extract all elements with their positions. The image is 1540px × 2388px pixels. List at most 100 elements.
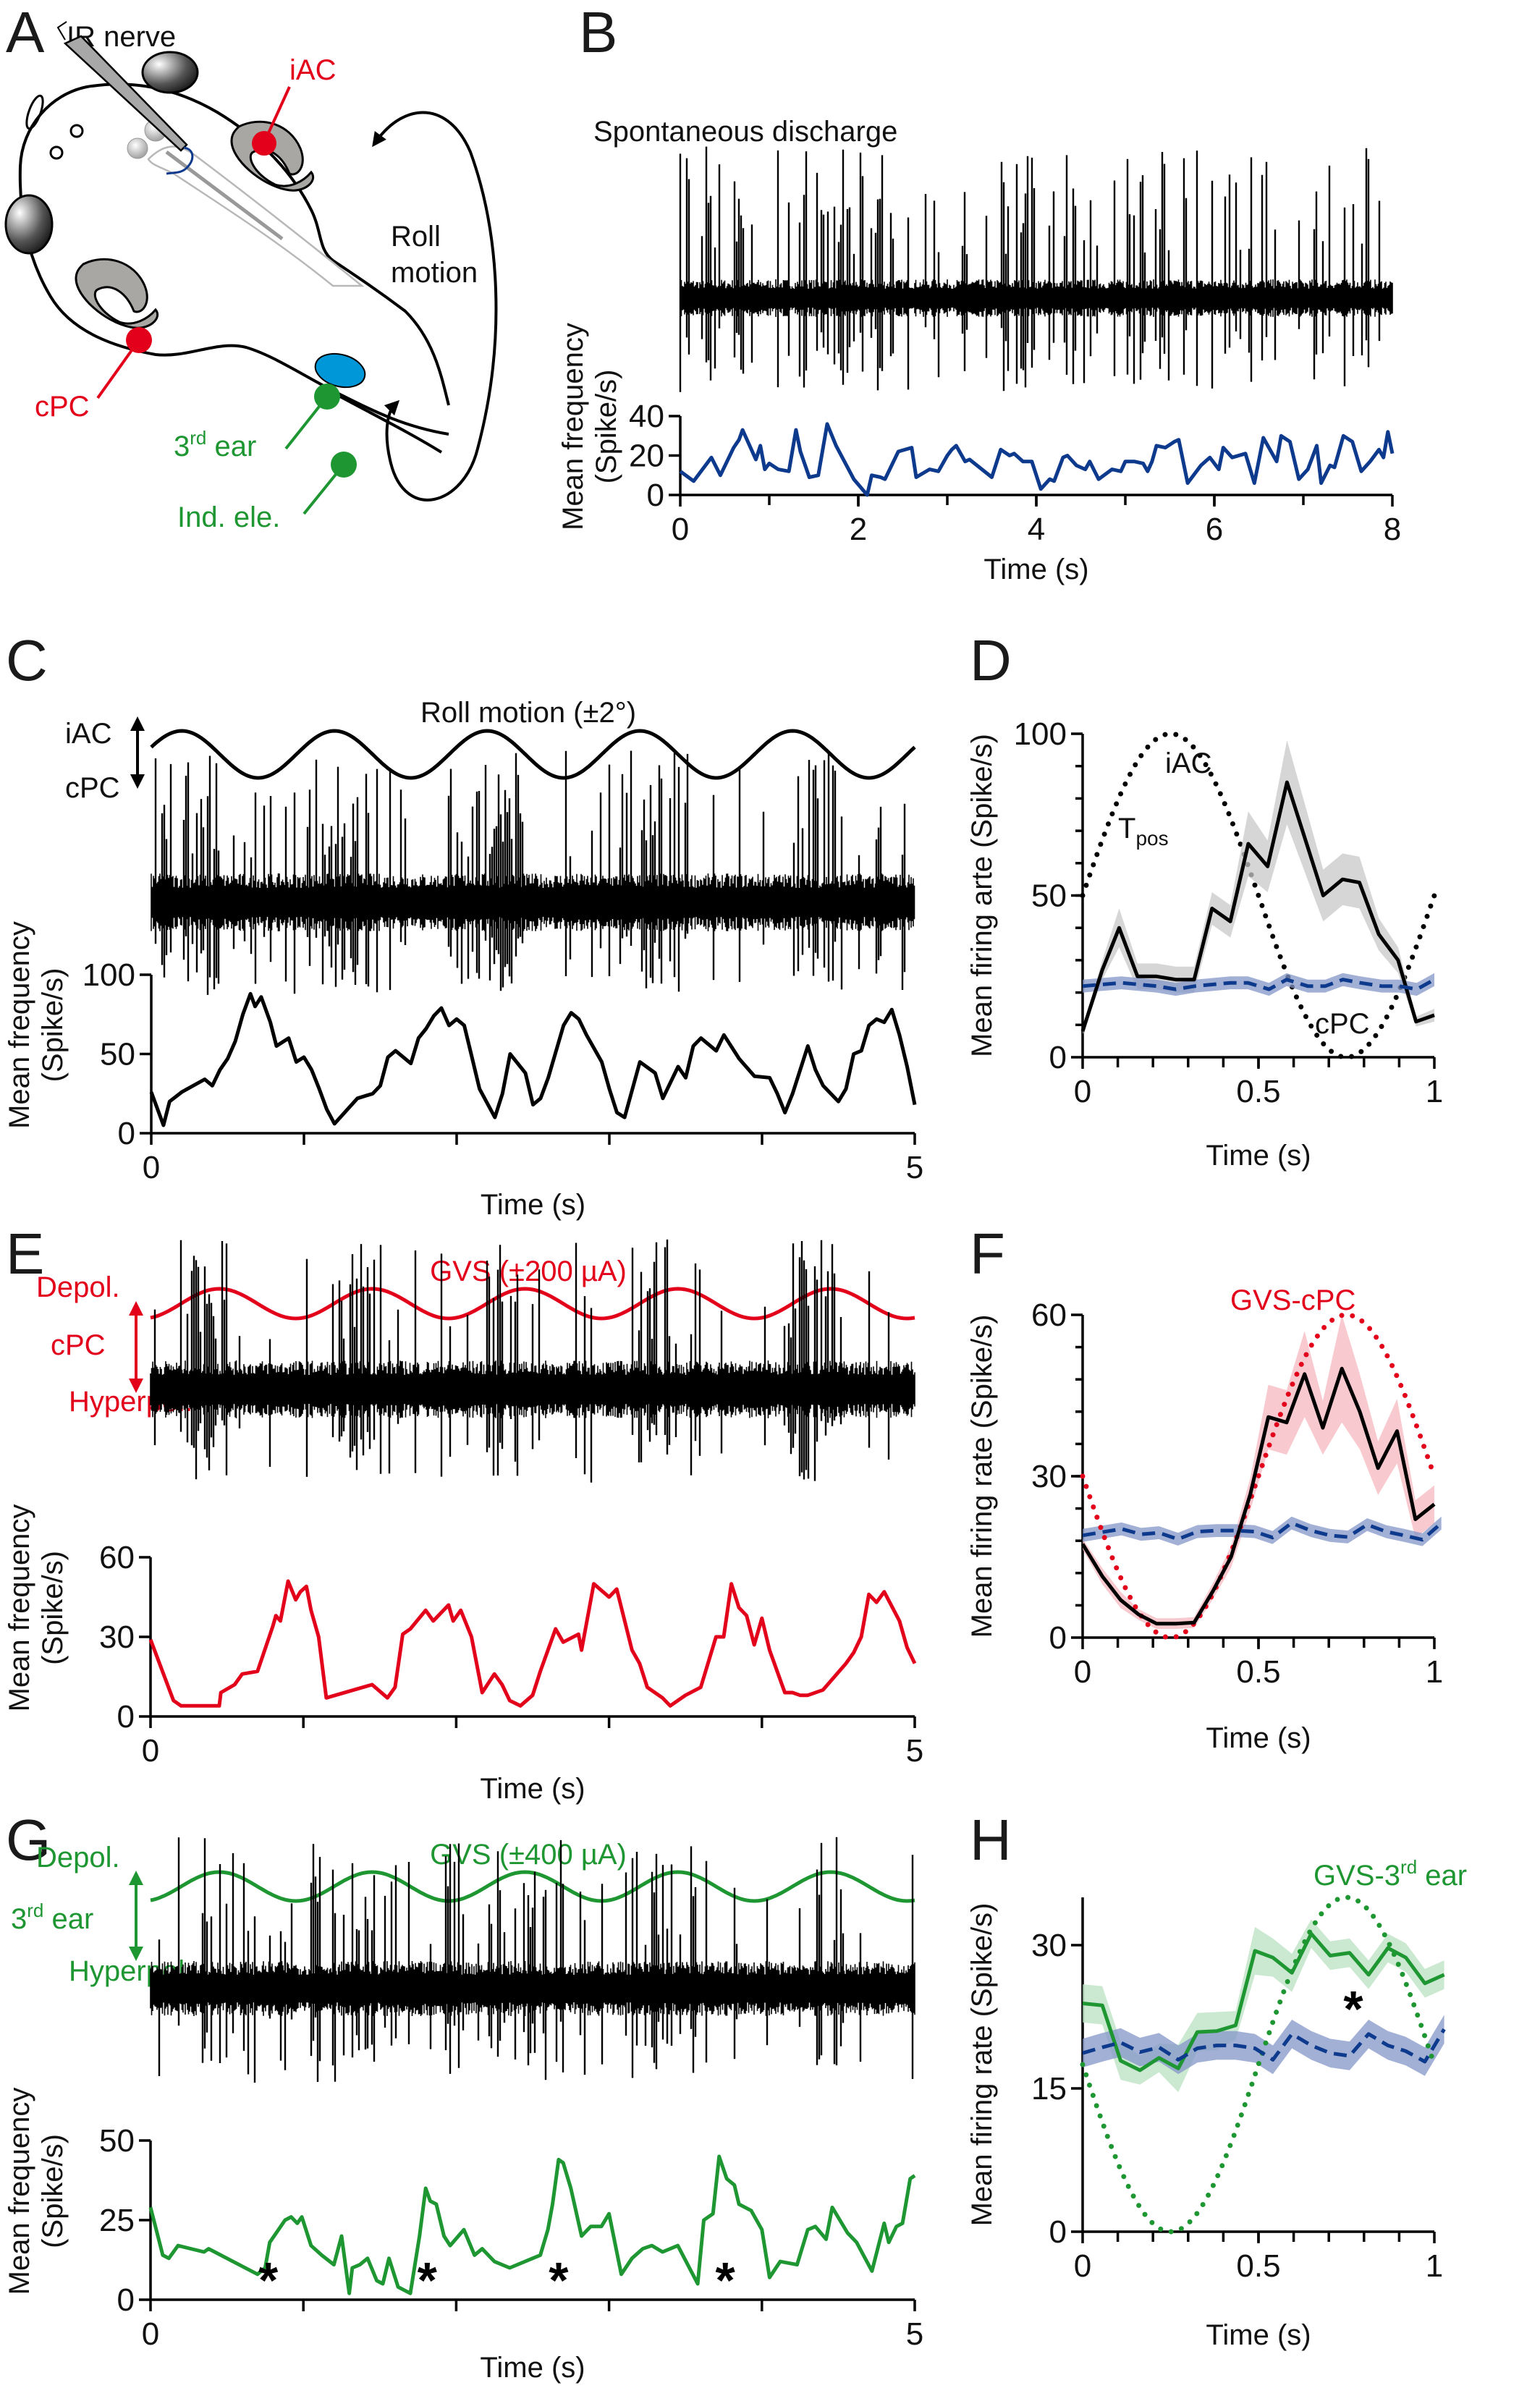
y-tick-label: 25	[99, 2203, 135, 2238]
annotation-gvs-3rd-ear: GVS-3rd ear	[1313, 1856, 1467, 1892]
gvs-response-trace-spikes	[153, 1239, 890, 1483]
recording-electrode-icon	[63, 35, 188, 152]
stimulus-title: Roll motion (±2°)	[420, 697, 636, 729]
annotation-cpc: cPC	[1315, 1008, 1370, 1040]
panel-letter-g: G	[6, 1808, 51, 1872]
label-ind-ele: Ind. ele.	[177, 501, 280, 533]
response-sem-band	[1083, 740, 1434, 1035]
chart-title: Spontaneous discharge	[593, 116, 897, 148]
chart-d: 0 0.5 1 0 50 100 Time (s) Mean firing arte (Spi…	[966, 716, 1443, 1172]
y-tick-label: 0	[647, 478, 664, 513]
stimulus-up-label: iAC	[65, 718, 111, 750]
panel-letter-c: C	[6, 628, 48, 693]
response-sem-band	[1083, 1315, 1434, 1630]
x-tick-label: 0.5	[1236, 2248, 1280, 2284]
y-tick-label: 0	[1049, 2214, 1067, 2250]
chart-f: 0 0.5 1 0 30 60 Time (s) Mean firing rate (Spik…	[966, 1284, 1443, 1754]
annotation-tpos-subscript: pos	[1135, 827, 1168, 850]
x-tick-label: 5	[906, 1150, 923, 1185]
tail-line	[339, 395, 443, 454]
significance-asterisk: *	[418, 2252, 438, 2308]
x-axis-label: Time (s)	[1206, 1722, 1311, 1754]
eye-icon	[141, 51, 199, 94]
nostril-icon	[49, 145, 64, 160]
y-tick-label: 60	[99, 1540, 135, 1575]
response-line	[1080, 1366, 1436, 1626]
inner-ear-icon	[230, 120, 314, 192]
y-axis-label: Mean frequency	[4, 1504, 35, 1712]
roll-response-trace-spikes	[154, 750, 906, 995]
x-tick-label: 5	[906, 1733, 923, 1769]
ind-electrode-icon	[331, 452, 357, 478]
gvs-3rd-ear-response-trace-spikes	[158, 1837, 914, 2083]
y-axis-label: Mean frequency	[557, 323, 589, 530]
y-axis-label: Mean firing arte (Spike/s)	[966, 734, 998, 1057]
control-line	[1082, 2028, 1446, 2064]
x-tick-label: 0.5	[1236, 1074, 1280, 1109]
x-axis-label: Time (s)	[481, 1189, 585, 1221]
stimulus-mid-label: cPC	[51, 1329, 106, 1361]
y-tick-label: 0	[1049, 1040, 1067, 1075]
stimulus-up-label: Depol.	[36, 1842, 120, 1873]
spinal-cord-inner	[165, 151, 284, 240]
chart-b: Spontaneous discharge 0 2 4 6 8 0 20 40 Time (s) M…	[557, 116, 1401, 585]
ir-nerve-wire	[56, 21, 67, 41]
nostril-icon	[69, 124, 84, 138]
mean-frequency-line	[148, 1579, 917, 1708]
stimulus-down-label: cPC	[65, 772, 120, 804]
x-tick-label: 8	[1384, 512, 1401, 547]
gvs-stimulus-sine	[150, 1870, 915, 1903]
x-axis-label: Time (s)	[480, 2352, 585, 2384]
panel-letter-e: E	[6, 1221, 44, 1286]
y-tick-label: 30	[1031, 1928, 1067, 1963]
stimulus-mid-label-superscript: rd	[27, 1900, 43, 1921]
significance-asterisk: *	[1343, 1981, 1363, 2037]
control-line	[1082, 1521, 1443, 1542]
x-tick-label: 1	[1426, 1654, 1443, 1690]
y-tick-label: 0	[117, 2282, 135, 2318]
third-ear-icon	[314, 352, 366, 389]
x-tick-label: 1	[1426, 1074, 1443, 1109]
chart-h: 0 0.5 1 0 15 30 Time (s) Mean firing rate (Spik…	[966, 1856, 1467, 2351]
otolith-icon	[127, 137, 148, 159]
cpc-electrode-icon	[126, 327, 152, 353]
annotation-tpos: Tpos	[1118, 813, 1169, 850]
x-axis-label: Time (s)	[983, 554, 1088, 585]
x-tick-label: 0.5	[1236, 1654, 1280, 1690]
x-tick-label: 6	[1206, 512, 1223, 547]
y-axis-label: Mean frequency	[4, 2088, 35, 2295]
annotation-rest: ear	[1417, 1860, 1467, 1892]
y-tick-label: 50	[99, 2123, 135, 2159]
y-tick-label: 40	[629, 399, 664, 434]
y-axis-label: Mean firing rate (Spike/s)	[966, 1315, 998, 1638]
significance-asterisk: *	[549, 2252, 569, 2308]
label-motion: motion	[391, 257, 478, 289]
y-axis-label-unit: (Spike/s)	[37, 1551, 69, 1665]
y-axis-label: Mean frequency	[4, 921, 35, 1129]
y-tick-label: 15	[1031, 2071, 1067, 2107]
y-tick-label: 50	[1031, 878, 1067, 914]
y-tick-label: 100	[82, 957, 135, 993]
iac-electrode-icon	[252, 131, 276, 156]
roll-response-trace-noise-band	[151, 873, 915, 931]
roll-motion-arrow	[372, 111, 498, 501]
significance-asterisk: *	[715, 2252, 735, 2308]
x-tick-label: 0	[1074, 2248, 1091, 2284]
panel-letter-a: A	[6, 0, 45, 64]
stimulus-up-label: Depol.	[36, 1271, 120, 1303]
y-axis-label-unit: (Spike/s)	[591, 370, 622, 484]
y-tick-label: 0	[1049, 1620, 1067, 1656]
inner-ear-icon	[75, 258, 158, 329]
roll-stimulus-sine	[150, 729, 916, 780]
gvs-stimulus-sine	[150, 1287, 915, 1321]
label-roll: Roll	[391, 221, 441, 253]
y-tick-label: 30	[1031, 1459, 1067, 1494]
stimulus-mid-label-rest: ear	[43, 1903, 93, 1935]
x-tick-label: 0	[1074, 1074, 1091, 1109]
stimulus-dotted-sine	[1080, 731, 1437, 1060]
x-axis-label: Time (s)	[480, 1773, 585, 1805]
stimulus-dotted-sine	[1080, 1894, 1437, 2235]
annotation-gvs-cpc: GVS-cPC	[1230, 1284, 1355, 1316]
label-iac: iAC	[289, 54, 336, 86]
